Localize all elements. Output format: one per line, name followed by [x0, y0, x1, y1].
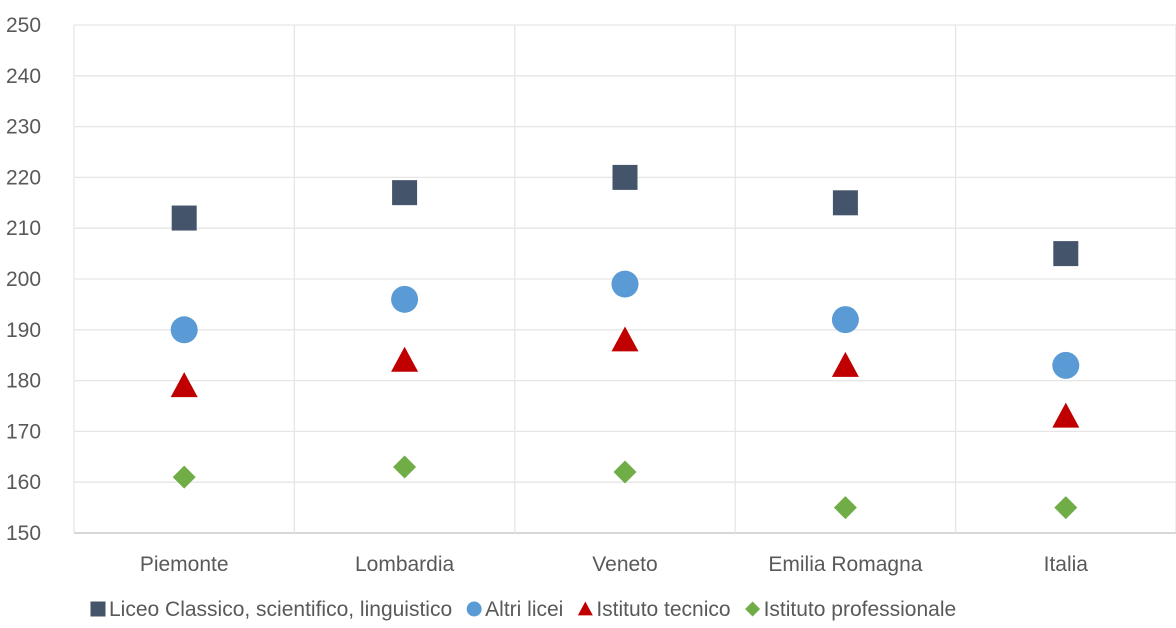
y-tick-label: 190	[6, 319, 41, 342]
x-tick-label: Italia	[1044, 553, 1089, 576]
data-point-triangle	[1052, 402, 1080, 428]
y-tick-label: 250	[6, 14, 41, 37]
x-axis-tick-labels: Piemonte Lombardia Veneto Emilia Romagna Ita…	[140, 553, 1088, 576]
y-tick-label: 220	[6, 166, 41, 189]
data-point-square	[612, 164, 638, 190]
y-tick-label: 180	[6, 370, 41, 393]
legend-label: Istituto tecnico	[596, 598, 730, 621]
legend-marker-diamond	[745, 601, 761, 617]
legend: Liceo Classico, scientifico, linguistico…	[90, 598, 956, 621]
x-tick-label: Veneto	[592, 553, 657, 576]
x-tick-label: Piemonte	[140, 553, 229, 576]
y-tick-label: 210	[6, 217, 41, 240]
legend-item: Istituto tecnico	[577, 598, 731, 621]
y-tick-label: 160	[6, 471, 41, 494]
legend-marker-circle	[466, 601, 482, 617]
data-point-triangle	[391, 346, 419, 372]
x-tick-label: Emilia Romagna	[768, 553, 922, 576]
data-points	[170, 164, 1080, 520]
legend-label: Liceo Classico, scientifico, linguistico	[109, 598, 452, 621]
data-point-diamond	[172, 465, 196, 489]
data-point-circle	[1052, 351, 1080, 379]
data-point-circle	[611, 270, 639, 298]
y-tick-label: 240	[6, 65, 41, 88]
legend-label: Altri licei	[485, 598, 563, 621]
data-point-triangle	[611, 326, 639, 352]
data-point-square	[392, 180, 418, 206]
data-point-square	[171, 205, 197, 231]
legend-item: Liceo Classico, scientifico, linguistico	[90, 598, 452, 621]
y-axis-tick-labels: 150 160 170 180 190 200 210 220 230 240 250	[6, 14, 41, 545]
y-tick-label: 200	[6, 268, 41, 291]
data-point-circle	[170, 316, 198, 344]
legend-item: Altri licei	[466, 598, 563, 621]
data-point-diamond	[1054, 496, 1078, 520]
data-point-triangle	[831, 351, 859, 377]
legend-marker-square	[90, 601, 106, 617]
legend-item: Istituto professionale	[745, 598, 956, 621]
data-point-diamond	[613, 460, 637, 484]
data-point-square	[832, 190, 858, 216]
y-tick-label: 170	[6, 420, 41, 443]
data-point-circle	[831, 306, 859, 334]
legend-label: Istituto professionale	[764, 598, 957, 621]
data-point-circle	[391, 285, 419, 313]
data-point-diamond	[393, 455, 417, 479]
data-point-diamond	[833, 496, 857, 520]
x-tick-label: Lombardia	[355, 553, 455, 576]
data-point-triangle	[170, 372, 198, 398]
legend-marker-triangle	[577, 601, 593, 616]
y-tick-label: 150	[6, 522, 41, 545]
y-tick-label: 230	[6, 116, 41, 139]
data-point-square	[1053, 241, 1079, 267]
